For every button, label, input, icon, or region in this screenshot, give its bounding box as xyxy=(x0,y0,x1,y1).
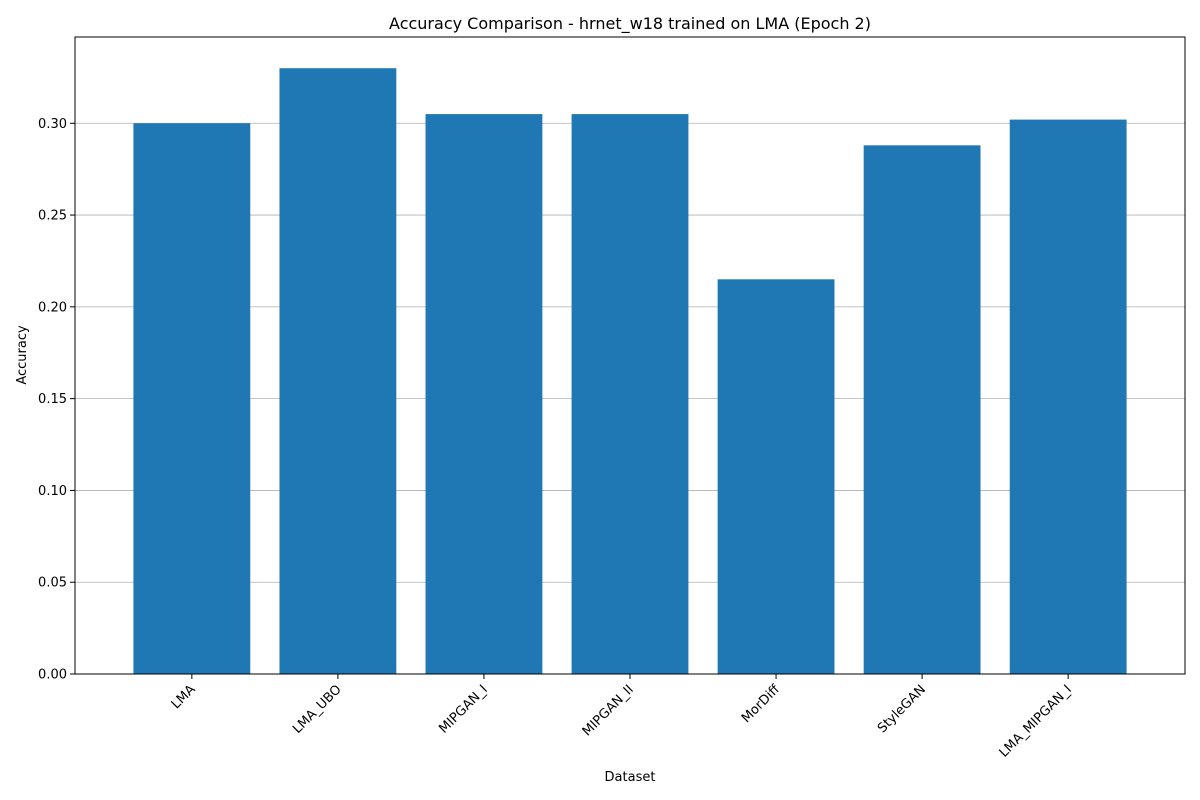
y-tick-label: 0.15 xyxy=(38,392,67,407)
bar-lma-mipgan-i xyxy=(1009,119,1127,674)
y-tick-label: 0.05 xyxy=(38,576,67,591)
bar-mordiff xyxy=(717,279,835,674)
x-axis-label: Dataset xyxy=(605,770,656,785)
y-axis-ticks: 0.00 0.05 0.10 0.15 0.20 0.25 0.30 xyxy=(38,117,75,683)
x-tick-label: MIPGAN_II xyxy=(580,682,637,739)
x-tick-label: LMA_UBO xyxy=(290,682,345,737)
x-tick-label: LMA xyxy=(169,682,199,712)
x-tick-label: StyleGAN xyxy=(875,682,929,736)
y-tick-label: 0.20 xyxy=(38,300,67,315)
bars xyxy=(133,68,1127,675)
x-tick-label: MorDiff xyxy=(739,681,784,726)
x-tick-label: LMA_MIPGAN_I xyxy=(997,682,1075,760)
bar-lma-ubo xyxy=(279,68,397,674)
x-tick-label: MIPGAN_I xyxy=(436,682,490,736)
bar-stylegan xyxy=(863,145,981,675)
bar-mipgan-i xyxy=(425,114,543,674)
y-tick-label: 0.25 xyxy=(38,209,67,224)
y-tick-label: 0.00 xyxy=(38,668,67,683)
x-axis-ticks: LMA LMA_UBO MIPGAN_I MIPGAN_II MorDiff StyleG… xyxy=(169,674,1075,761)
y-tick-label: 0.30 xyxy=(38,117,67,132)
bar-lma xyxy=(133,123,251,674)
y-tick-label: 0.10 xyxy=(38,484,67,499)
chart-title: Accuracy Comparison - hrnet_w18 trained … xyxy=(389,14,871,34)
bar-mipgan-ii xyxy=(571,114,689,674)
y-axis-label: Accuracy xyxy=(15,325,30,385)
